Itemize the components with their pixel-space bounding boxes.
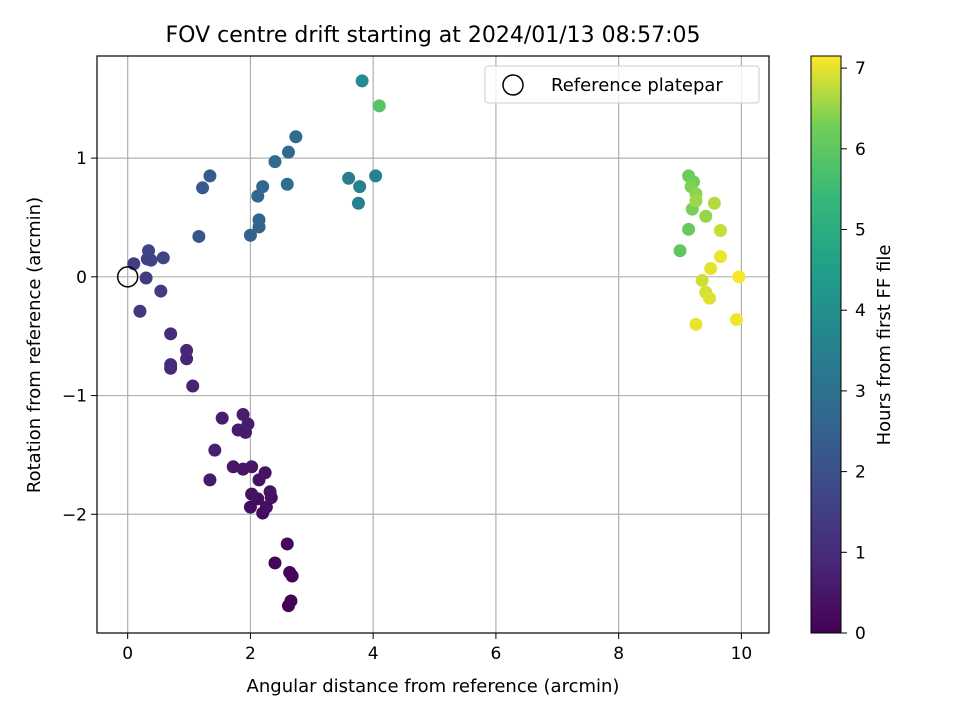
data-point [263,485,277,499]
colorbar-tick-label: 6 [855,140,866,160]
data-point [243,500,257,514]
y-tick-label: 1 [76,149,87,169]
data-point [702,291,716,305]
x-tick-label: 8 [613,644,624,664]
y-axis-ticks: −2 −1 0 1 [62,149,97,525]
colorbar-ticks: 0 1 2 3 4 5 6 7 [841,59,866,644]
x-axis-label: Angular distance from reference (arcmin) [247,676,620,697]
x-axis-ticks: 0 2 4 6 8 10 [122,633,752,664]
data-point [252,213,266,227]
data-point [732,270,746,284]
data-point [704,262,718,276]
x-tick-label: 6 [490,644,501,664]
data-point [245,460,259,474]
data-point [695,273,709,287]
colorbar-tick-label: 3 [855,382,866,402]
data-point [208,443,222,457]
colorbar: 0 1 2 3 4 5 6 7 Hours from first FF file [810,55,895,644]
legend: Reference platepar [484,65,760,104]
data-point [284,594,298,608]
data-point [258,466,272,480]
data-point [280,537,294,551]
data-point [682,222,696,236]
data-point [203,473,217,487]
x-tick-label: 10 [731,644,753,664]
data-point [342,171,356,185]
data-point [268,155,282,169]
colorbar-tick-label: 1 [855,543,866,563]
colorbar-gradient [811,56,841,633]
data-point [289,130,303,144]
data-point [203,169,217,183]
data-point [714,224,728,238]
data-point [280,177,294,191]
data-point [372,99,386,113]
data-point [192,229,206,243]
data-point [142,244,156,258]
data-point [353,180,367,194]
chart-title: FOV centre drift starting at 2024/01/13 … [166,23,701,48]
colorbar-label: Hours from first FF file [874,245,895,446]
data-point [369,169,383,183]
data-point [139,271,153,285]
data-point [243,228,257,242]
data-point [156,251,170,265]
x-tick-label: 2 [245,644,256,664]
data-point [355,74,369,88]
plot-background [97,56,769,633]
data-point [729,313,743,327]
x-tick-label: 4 [368,644,379,664]
data-point [673,244,687,258]
y-axis-label: Rotation from reference (arcmin) [24,197,45,493]
colorbar-tick-label: 7 [855,59,866,79]
data-point [699,209,713,223]
data-point [226,460,240,474]
data-point [256,180,270,194]
grid-lines [97,56,769,633]
plot-frame [96,55,770,634]
legend-reference-marker [502,74,524,96]
data-point [714,250,728,264]
data-point [133,304,147,318]
data-point [180,343,194,357]
y-tick-label: 0 [76,268,87,288]
data-point [268,556,282,570]
colorbar-tick-label: 2 [855,463,866,483]
data-point [215,411,229,425]
data-point [245,487,259,501]
data-point [186,379,200,393]
y-tick-label: −1 [62,387,87,407]
data-point [689,194,703,208]
legend-label-reference: Reference platepar [551,75,723,96]
reference-marker-layer [116,266,139,288]
colorbar-tick-label: 4 [855,301,866,321]
x-tick-label: 0 [122,644,133,664]
data-point [236,408,250,422]
scatter-points [127,74,746,613]
data-point [164,358,178,372]
data-point [231,423,245,437]
reference-platepar-marker [116,266,139,288]
data-point [283,565,297,579]
data-point [351,196,365,210]
colorbar-tick-label: 0 [855,624,866,644]
data-point [707,196,721,210]
colorbar-frame [810,55,842,634]
colorbar-tick-label: 5 [855,221,866,241]
data-point [281,145,295,159]
legend-box [484,65,760,104]
data-point [196,181,210,195]
y-tick-label: −2 [62,505,87,525]
data-point [164,327,178,341]
data-point [689,317,703,331]
data-point [154,284,168,298]
